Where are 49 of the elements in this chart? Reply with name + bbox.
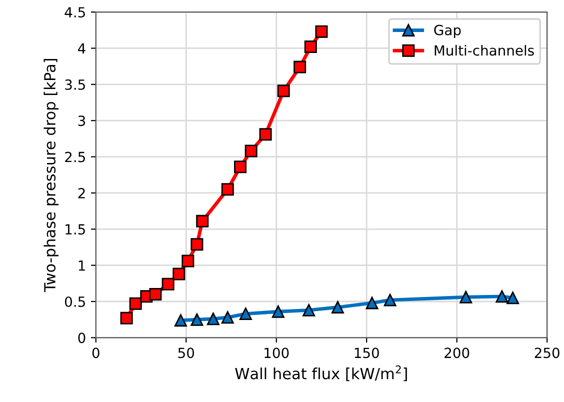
point	[331, 301, 344, 314]
y-tick-label: 0.5	[64, 296, 85, 307]
y-tick-label: 1.5	[66, 224, 85, 235]
x-tick-label: 200	[444, 348, 470, 358]
point	[172, 268, 186, 280]
point	[234, 160, 247, 174]
point	[294, 60, 306, 74]
x-axis-title: Wall heat flux [kW/m$^{2}$]	[235, 365, 407, 382]
point	[277, 84, 290, 98]
y-tick-label: 3	[78, 116, 86, 126]
point	[384, 294, 396, 306]
point	[259, 128, 272, 141]
point	[496, 290, 508, 303]
point	[190, 238, 204, 251]
point	[272, 305, 284, 318]
y-axis-title: Two-phase pressure drop [kPa]	[44, 58, 59, 292]
point	[366, 296, 378, 310]
point	[190, 313, 204, 326]
x-tick-label: 250	[534, 348, 560, 358]
legend-label: Gap	[434, 24, 461, 38]
point	[239, 308, 252, 320]
point	[206, 312, 220, 326]
point	[182, 254, 194, 268]
point	[196, 214, 209, 228]
y-tick-label: 3.5	[65, 79, 85, 90]
point	[460, 290, 472, 304]
point	[302, 304, 316, 316]
y-tick-label: 4	[78, 43, 86, 54]
point	[244, 144, 258, 158]
point	[149, 288, 162, 301]
point	[174, 314, 187, 327]
x-tick-label: 50	[178, 348, 194, 358]
y-tick-label: 4.5	[64, 7, 85, 18]
legend-label: Multi-channels	[434, 44, 534, 56]
point	[304, 40, 317, 54]
x-tick-label: 150	[354, 348, 379, 358]
y-tick-label: 2.5	[65, 152, 85, 162]
point	[129, 297, 142, 310]
y-tick-label: 0	[78, 332, 86, 344]
point	[221, 311, 234, 324]
point	[506, 292, 520, 304]
point	[120, 312, 133, 324]
x-tick-label: 100	[264, 348, 289, 358]
point	[315, 25, 328, 38]
y-tick-label: 2	[78, 188, 85, 198]
y-tick-label: 1	[78, 260, 85, 271]
point	[162, 278, 174, 290]
point	[221, 183, 234, 196]
x-tick-label: 0	[92, 348, 100, 358]
